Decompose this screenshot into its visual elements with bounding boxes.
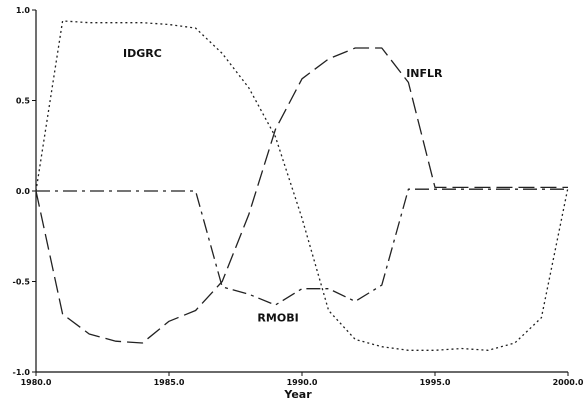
series-line-rmobi [36,188,568,306]
y-tick-label: 1.0 [16,6,31,15]
x-tick-label: 1995.0 [420,378,451,387]
axes: -1.0 -0.5 0.0 0.5 1.0 1980.0 1985.0 1990.0 1995.… [13,6,584,387]
series-layer [35,20,569,351]
series-label-rmobi: RMOBI [257,311,298,324]
x-axis-title: Year [283,388,312,401]
annotation-layer: IDGRC INFLR RMOBI [123,47,443,324]
y-tick-label: -0.5 [13,278,31,287]
x-tick-label: 1980.0 [21,378,52,387]
y-tick-label: -1.0 [13,368,31,377]
series-label-inflr: INFLR [406,67,443,80]
x-tick-label: 2000.0 [553,378,584,387]
x-tick-label: 1985.0 [154,378,185,387]
y-tick-label: 0.5 [16,97,31,106]
x-tick-label: 1990.0 [287,378,318,387]
series-line-inflr [35,47,568,344]
y-tick-label: 0.0 [16,187,31,196]
series-label-idgrc: IDGRC [123,47,162,60]
